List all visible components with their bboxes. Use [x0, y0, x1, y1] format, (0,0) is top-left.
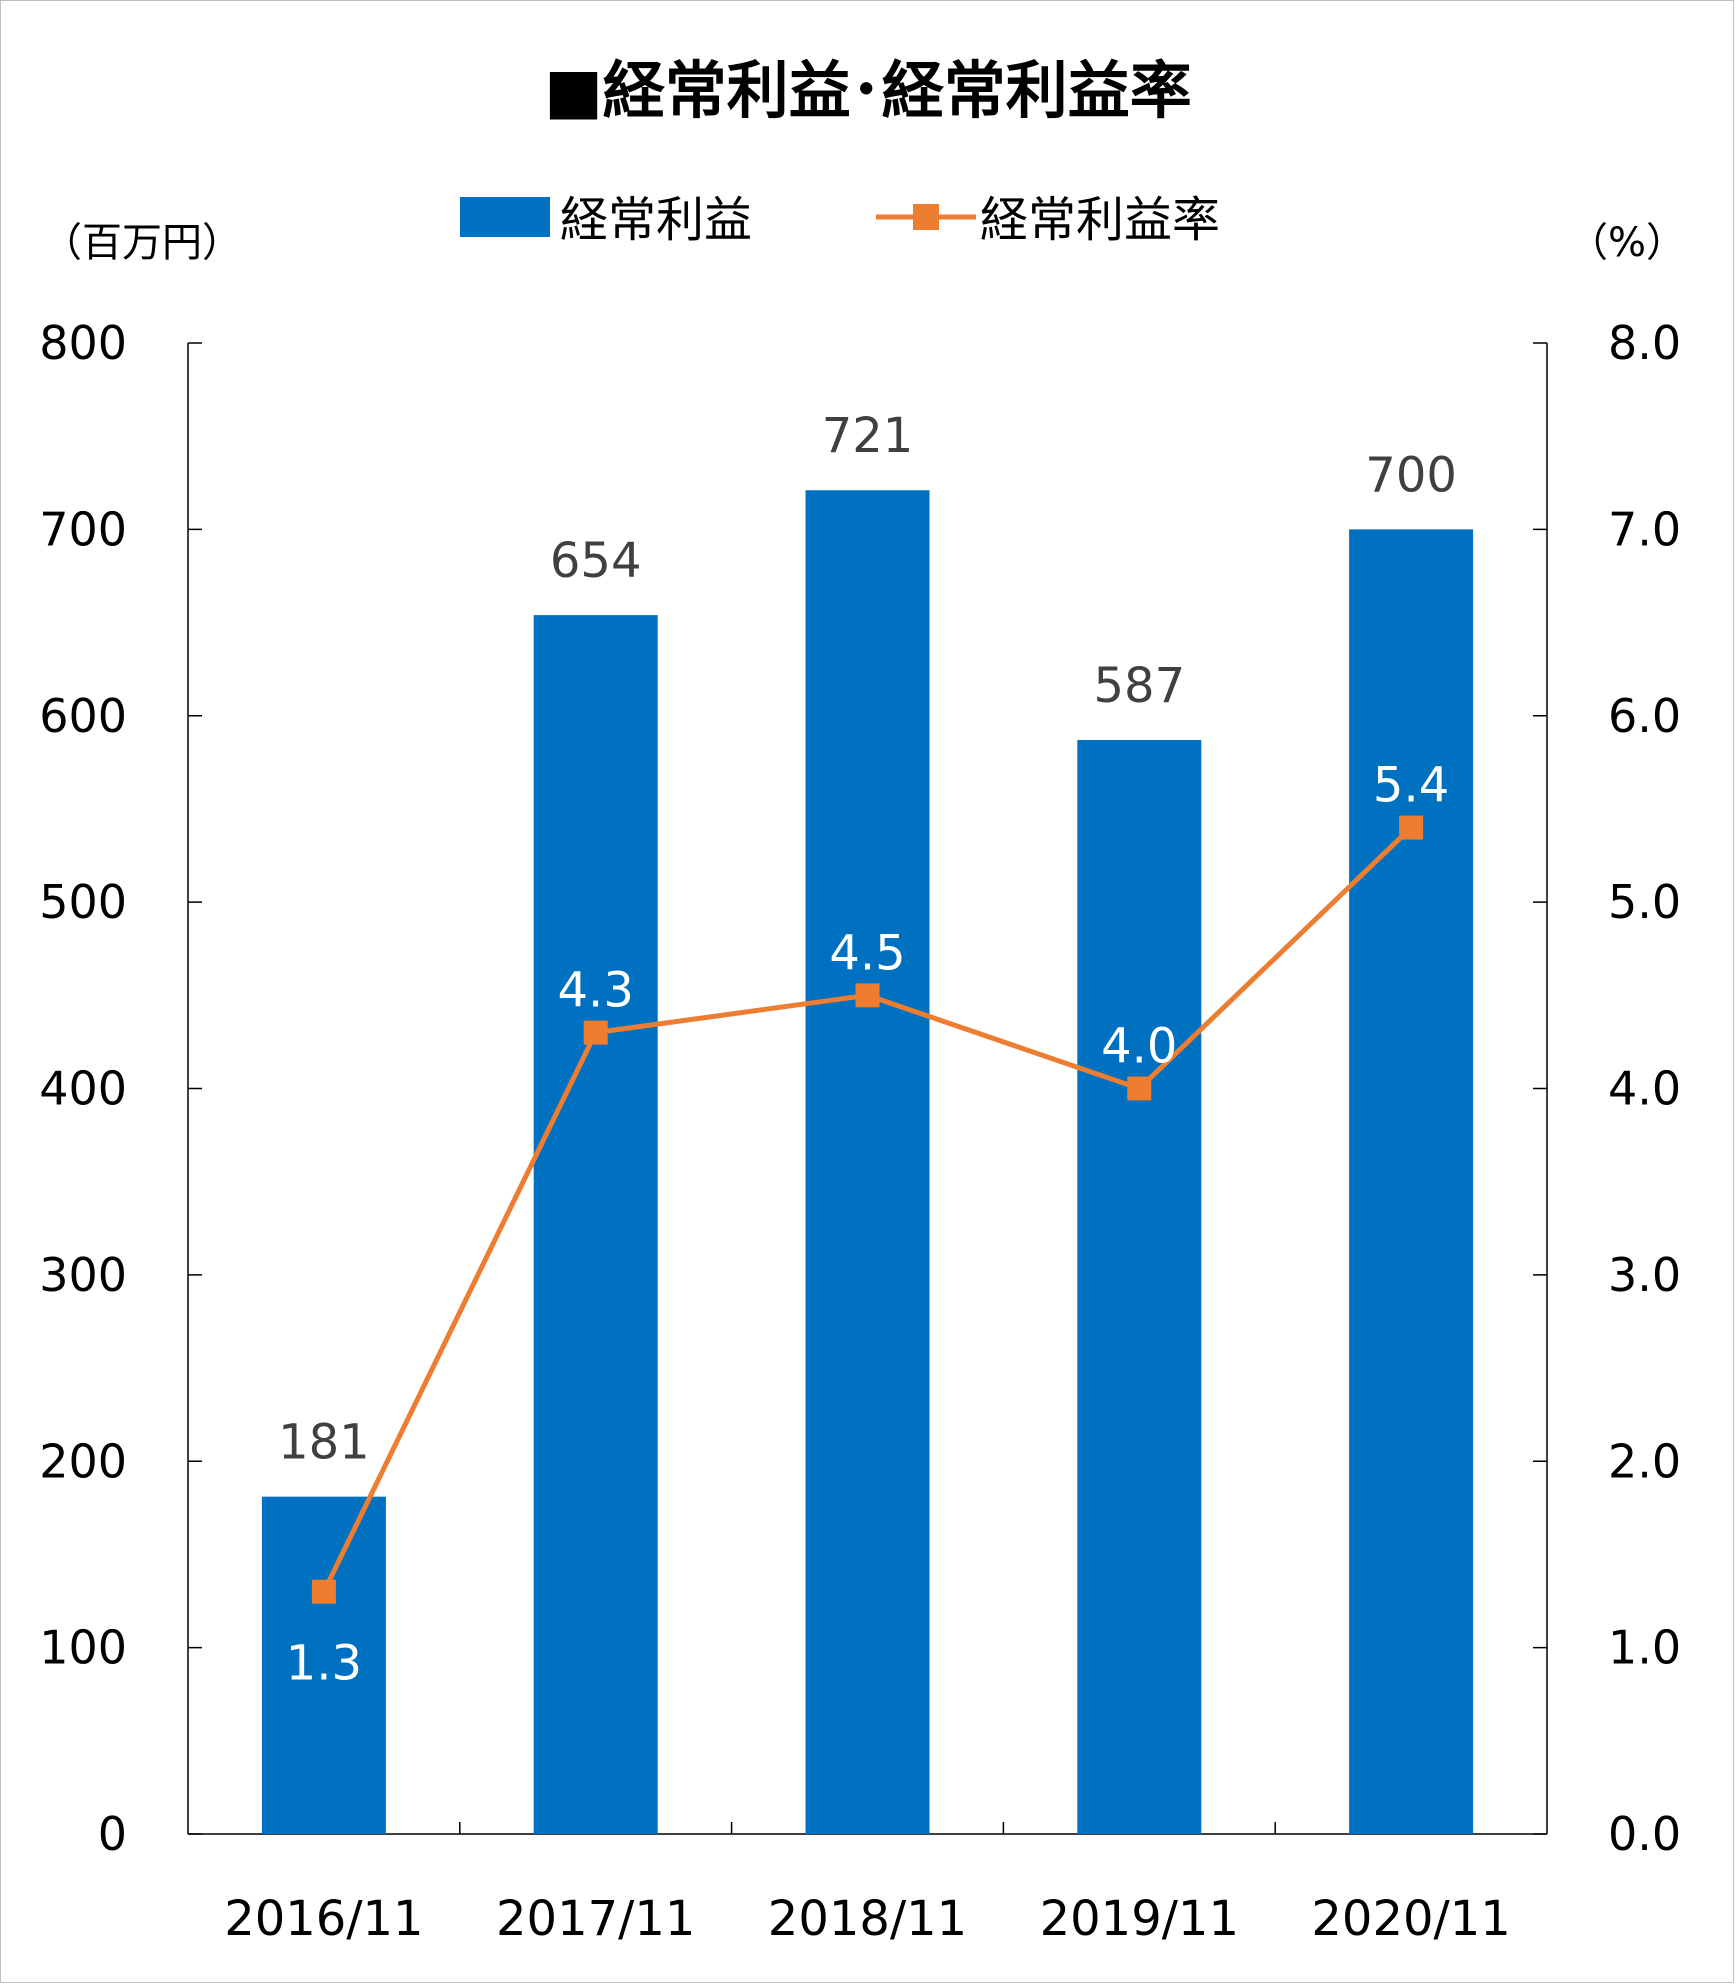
right-tick-label: 5.0	[1608, 875, 1681, 929]
right-tick-label: 6.0	[1608, 689, 1681, 743]
line-marker	[583, 1020, 608, 1045]
right-axis-unit: （%）	[1568, 220, 1686, 266]
bar-value-label: 721	[822, 408, 914, 464]
bar-series	[261, 490, 1474, 1835]
line-value-label: 4.3	[558, 963, 634, 1019]
left-tick-label: 200	[39, 1434, 127, 1488]
legend-line-label: 経常利益率	[980, 192, 1220, 248]
legend-line-marker	[913, 204, 939, 230]
left-tick-label: 700	[39, 502, 127, 556]
right-tick-label: 0.0	[1608, 1807, 1681, 1861]
x-tick-label: 2020/11	[1311, 1891, 1510, 1947]
left-tick-label: 500	[39, 875, 127, 929]
left-tick-label: 300	[39, 1248, 127, 1302]
line-marker	[1127, 1076, 1152, 1101]
bar	[261, 1496, 386, 1834]
line-value-label: 5.4	[1373, 758, 1449, 814]
right-tick-label: 3.0	[1608, 1248, 1681, 1302]
left-tick-label: 0	[98, 1807, 127, 1861]
right-tick-label: 4.0	[1608, 1062, 1681, 1116]
left-tick-label: 600	[39, 689, 127, 743]
data-labels: 181 654 721 587 700 1.3 4.3 4.5 4.0 5.4	[278, 408, 1457, 1691]
legend: 経常利益 経常利益率	[460, 192, 1220, 248]
right-tick-label: 1.0	[1608, 1621, 1681, 1675]
left-tick-label: 100	[39, 1621, 127, 1675]
line-marker	[1399, 815, 1424, 840]
bar	[1077, 739, 1202, 1834]
bar	[1349, 529, 1474, 1834]
bar-value-label: 587	[1093, 658, 1185, 714]
bar	[533, 615, 658, 1835]
left-axis-unit: （百万円）	[42, 220, 242, 266]
right-tick-label: 7.0	[1608, 502, 1681, 556]
left-tick-label: 800	[39, 316, 127, 370]
bar	[805, 490, 930, 1835]
left-tick-label: 400	[39, 1062, 127, 1116]
legend-bar-swatch	[460, 197, 550, 237]
x-tick-label: 2016/11	[224, 1891, 423, 1947]
axes: 0 100 200 300 400 500 600 700 800 0.0 1.0 2.0 3.0 4.0…	[39, 316, 1681, 1947]
line-marker	[855, 983, 880, 1008]
line-marker	[311, 1579, 336, 1604]
x-tick-label: 2019/11	[1040, 1891, 1239, 1947]
line-series	[311, 815, 1424, 1604]
bar-value-label: 654	[550, 533, 642, 589]
line-value-label: 1.3	[286, 1636, 362, 1692]
bar-value-label: 181	[278, 1415, 370, 1471]
right-tick-label: 2.0	[1608, 1434, 1681, 1488]
x-tick-label: 2018/11	[768, 1891, 967, 1947]
chart-title: ■経常利益･経常利益率	[544, 54, 1192, 127]
line-value-label: 4.5	[829, 925, 905, 981]
bar-value-label: 700	[1365, 447, 1457, 503]
x-tick-label: 2017/11	[496, 1891, 695, 1947]
right-tick-label: 8.0	[1608, 316, 1681, 370]
line-value-label: 4.0	[1101, 1019, 1177, 1075]
legend-bar-label: 経常利益	[560, 192, 752, 248]
